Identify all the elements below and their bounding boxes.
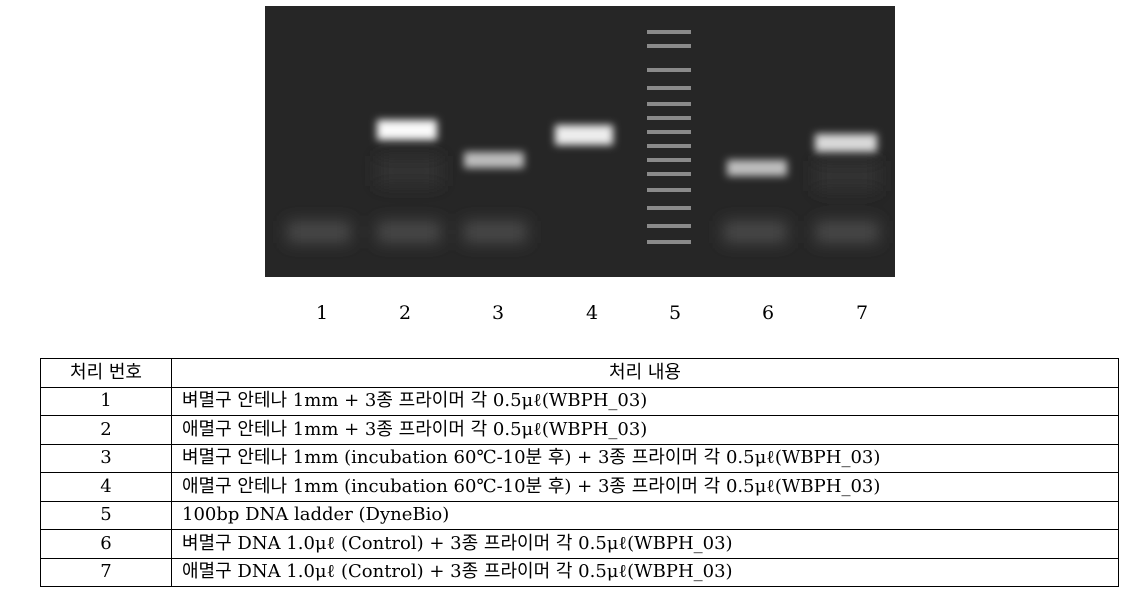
lane-label: 1 [315,302,329,324]
header-cell: 처리 내용 [171,358,1119,388]
row-description: 벼멸구 안테나 1mm + 3종 프라이머 각 0.5μℓ(WBPH_03) [171,386,1119,416]
table-row: 6 벼멸구 DNA 1.0μℓ (Control) + 3종 프라이머 각 0.5… [40,529,1119,559]
row-description: 애멸구 DNA 1.0μℓ (Control) + 3종 프라이머 각 0.5μ… [171,557,1119,587]
table: 처리 번호 처리 내용 1 벼멸구 안테나 1mm + 3종 프라이머 각 0.5μℓ… [40,358,1119,587]
row-description: 100bp DNA ladder (DyneBio) [171,500,1119,530]
table-row: 5 100bp DNA ladder (DyneBio) [40,500,1119,530]
table-row: 7 애멸구 DNA 1.0μℓ (Control) + 3종 프라이머 각 0.5… [40,557,1119,587]
table-row: 3 벼멸구 안테나 1mm (incubation 60℃-10분 후) + 3종… [40,443,1119,473]
row-description: 벼멸구 안테나 1mm (incubation 60℃-10분 후) + 3종 … [171,443,1119,473]
lane-label: 2 [398,302,412,324]
table-row: 2 애멸구 안테나 1mm + 3종 프라이머 각 0.5μℓ(WBPH_03) [40,415,1119,445]
faint-bands [287,156,879,243]
lane-label: 7 [855,302,869,324]
row-description: 애멸구 안테나 1mm + 3종 프라이머 각 0.5μℓ(WBPH_03) [171,415,1119,445]
row-number: 5 [40,500,172,530]
lane-labels: 1 2 3 4 5 6 7 [0,302,1138,330]
row-number: 4 [40,472,172,502]
row-number: 1 [40,386,172,416]
row-number: 6 [40,529,172,559]
lane-label: 5 [668,302,682,324]
lane-label: 6 [761,302,775,324]
ladder [647,30,691,244]
row-number: 7 [40,557,172,587]
bands [377,120,877,176]
lane-label: 3 [491,302,505,324]
row-number: 2 [40,415,172,445]
row-description: 벼멸구 DNA 1.0μℓ (Control) + 3종 프라이머 각 0.5μ… [171,529,1119,559]
row-number: 3 [40,443,172,473]
table-row: 1 벼멸구 안테나 1mm + 3종 프라이머 각 0.5μℓ(WBPH_03) [40,386,1119,416]
lane-label: 4 [585,302,599,324]
header-row: 처리 번호 처리 내용 [40,358,1119,388]
table-row: 4 애멸구 안테나 1mm (incubation 60℃-10분 후) + 3종… [40,472,1119,502]
row-description: 애멸구 안테나 1mm (incubation 60℃-10분 후) + 3종 … [171,472,1119,502]
header-cell: 처리 번호 [40,358,172,388]
gel-image [265,6,895,277]
